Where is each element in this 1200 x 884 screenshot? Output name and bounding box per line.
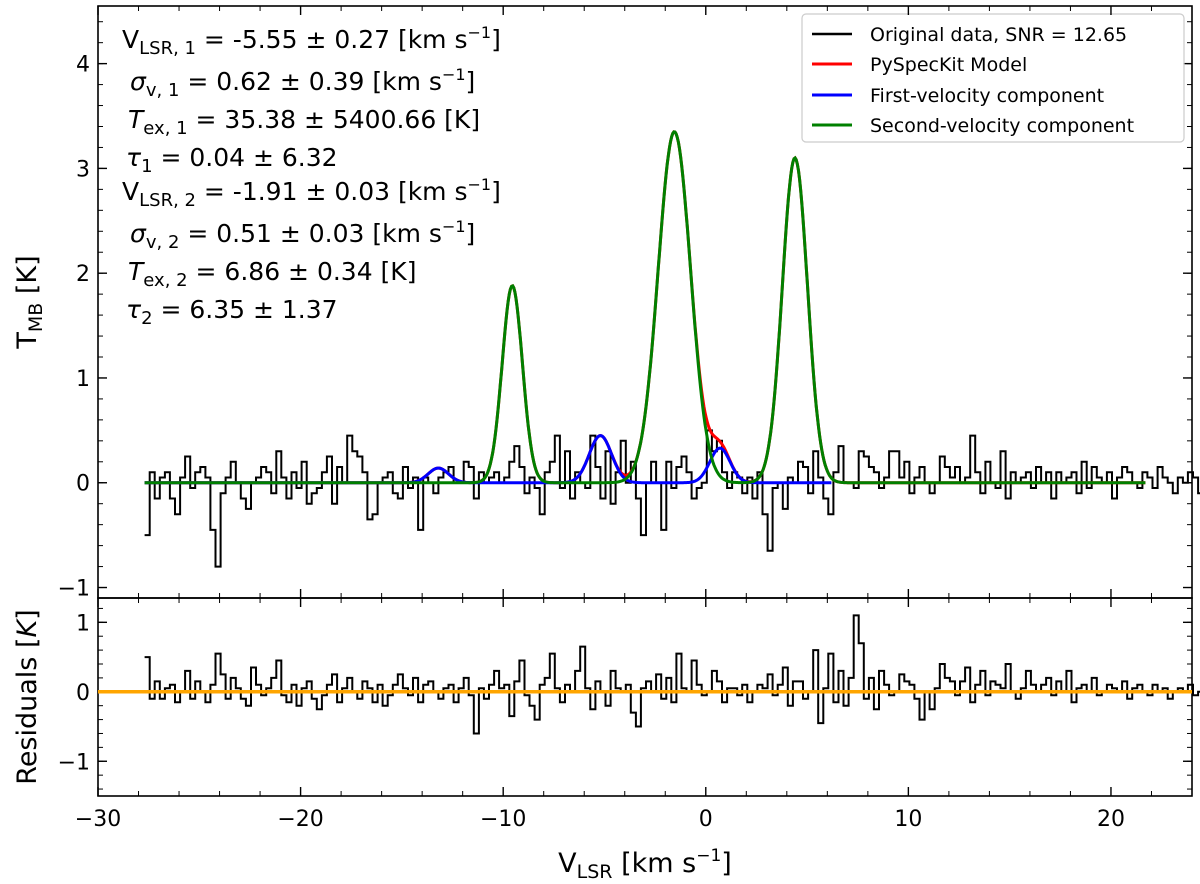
- legend: Original data, SNR = 12.65 PySpecKit Mod…: [801, 13, 1185, 143]
- legend-label-first-velocity: First-velocity component: [870, 85, 1104, 107]
- spectrum-panel: −1 0 1 2 3 4 TMB [K] VLSR, 1 = -5.55 ± 0.27 […: [12, 5, 1200, 602]
- residuals-y-tick-label: 0: [76, 681, 90, 706]
- annotation-sigma-2: σv, 2 = 0.51 ± 0.03 [km s−1]: [130, 217, 475, 253]
- spectrum-y-tick-label: 1: [76, 367, 90, 392]
- x-tick-label: 20: [1097, 807, 1125, 832]
- spectrum-y-tick-label: −1: [58, 577, 90, 602]
- annotation-tau-1: τ1 = 0.04 ± 6.32: [126, 143, 338, 177]
- spectrum-y-ticks: −1 0 1 2 3 4: [58, 21, 1192, 602]
- residuals-y-ticks: −1 0 1: [58, 607, 1192, 790]
- legend-box: [801, 13, 1185, 143]
- legend-label-pyspeckit-model: PySpecKit Model: [870, 54, 1027, 76]
- legend-label-second-velocity: Second-velocity component: [870, 115, 1134, 137]
- spectrum-y-axis-title: TMB [K]: [12, 255, 47, 349]
- first-velocity-line: [144, 434, 832, 485]
- annotation-vlsr-2: VLSR, 2 = -1.91 ± 0.03 [km s−1]: [122, 175, 501, 211]
- annotation-sigma-1: σv, 1 = 0.62 ± 0.39 [km s−1]: [130, 65, 475, 101]
- x-tick-label: −20: [277, 807, 323, 832]
- spectrum-y-tick-label: 0: [76, 472, 90, 497]
- x-ticks: −30 −20 −10 0 10 20: [75, 6, 1193, 832]
- original-data-line: [144, 429, 1200, 568]
- second-velocity-line: [144, 130, 1146, 485]
- annotation-vlsr-1: VLSR, 1 = -5.55 ± 0.27 [km s−1]: [122, 23, 501, 59]
- annotation-tex-1: Tex, 1 = 35.38 ± 5400.66 [K]: [128, 105, 480, 139]
- residuals-plot-frame: [97, 597, 1193, 797]
- spectrum-y-tick-label: 3: [76, 157, 90, 182]
- spectrum-y-tick-label: 4: [76, 53, 90, 78]
- residuals-series: [98, 614, 1200, 735]
- residuals-panel: −101 −30 −20 −10 0 10 20 Residuals [K] VLSR […: [12, 6, 1200, 883]
- spectrum-y-tick-label: 2: [76, 262, 90, 287]
- x-tick-label: 10: [894, 807, 922, 832]
- x-tick-label: 0: [699, 807, 713, 832]
- residuals-y-tick-label: −1: [58, 750, 90, 775]
- spectrum-series: [144, 130, 1200, 568]
- x-axis-title: VLSR [km s−1]: [558, 846, 732, 883]
- residuals-y-tick-label: 1: [76, 611, 90, 636]
- x-tick-label: −30: [75, 807, 121, 832]
- annotation-tau-2: τ2 = 6.35 ± 1.37: [126, 295, 338, 329]
- x-tick-label: −10: [480, 807, 526, 832]
- residuals-line: [144, 614, 1200, 735]
- annotation-tex-2: Tex, 2 = 6.86 ± 0.34 [K]: [128, 257, 416, 291]
- legend-label-original-data: Original data, SNR = 12.65: [870, 24, 1127, 46]
- fit-annotations: VLSR, 1 = -5.55 ± 0.27 [km s−1] σv, 1 = …: [122, 23, 501, 329]
- residuals-y-axis-title: Residuals [K]: [12, 609, 43, 784]
